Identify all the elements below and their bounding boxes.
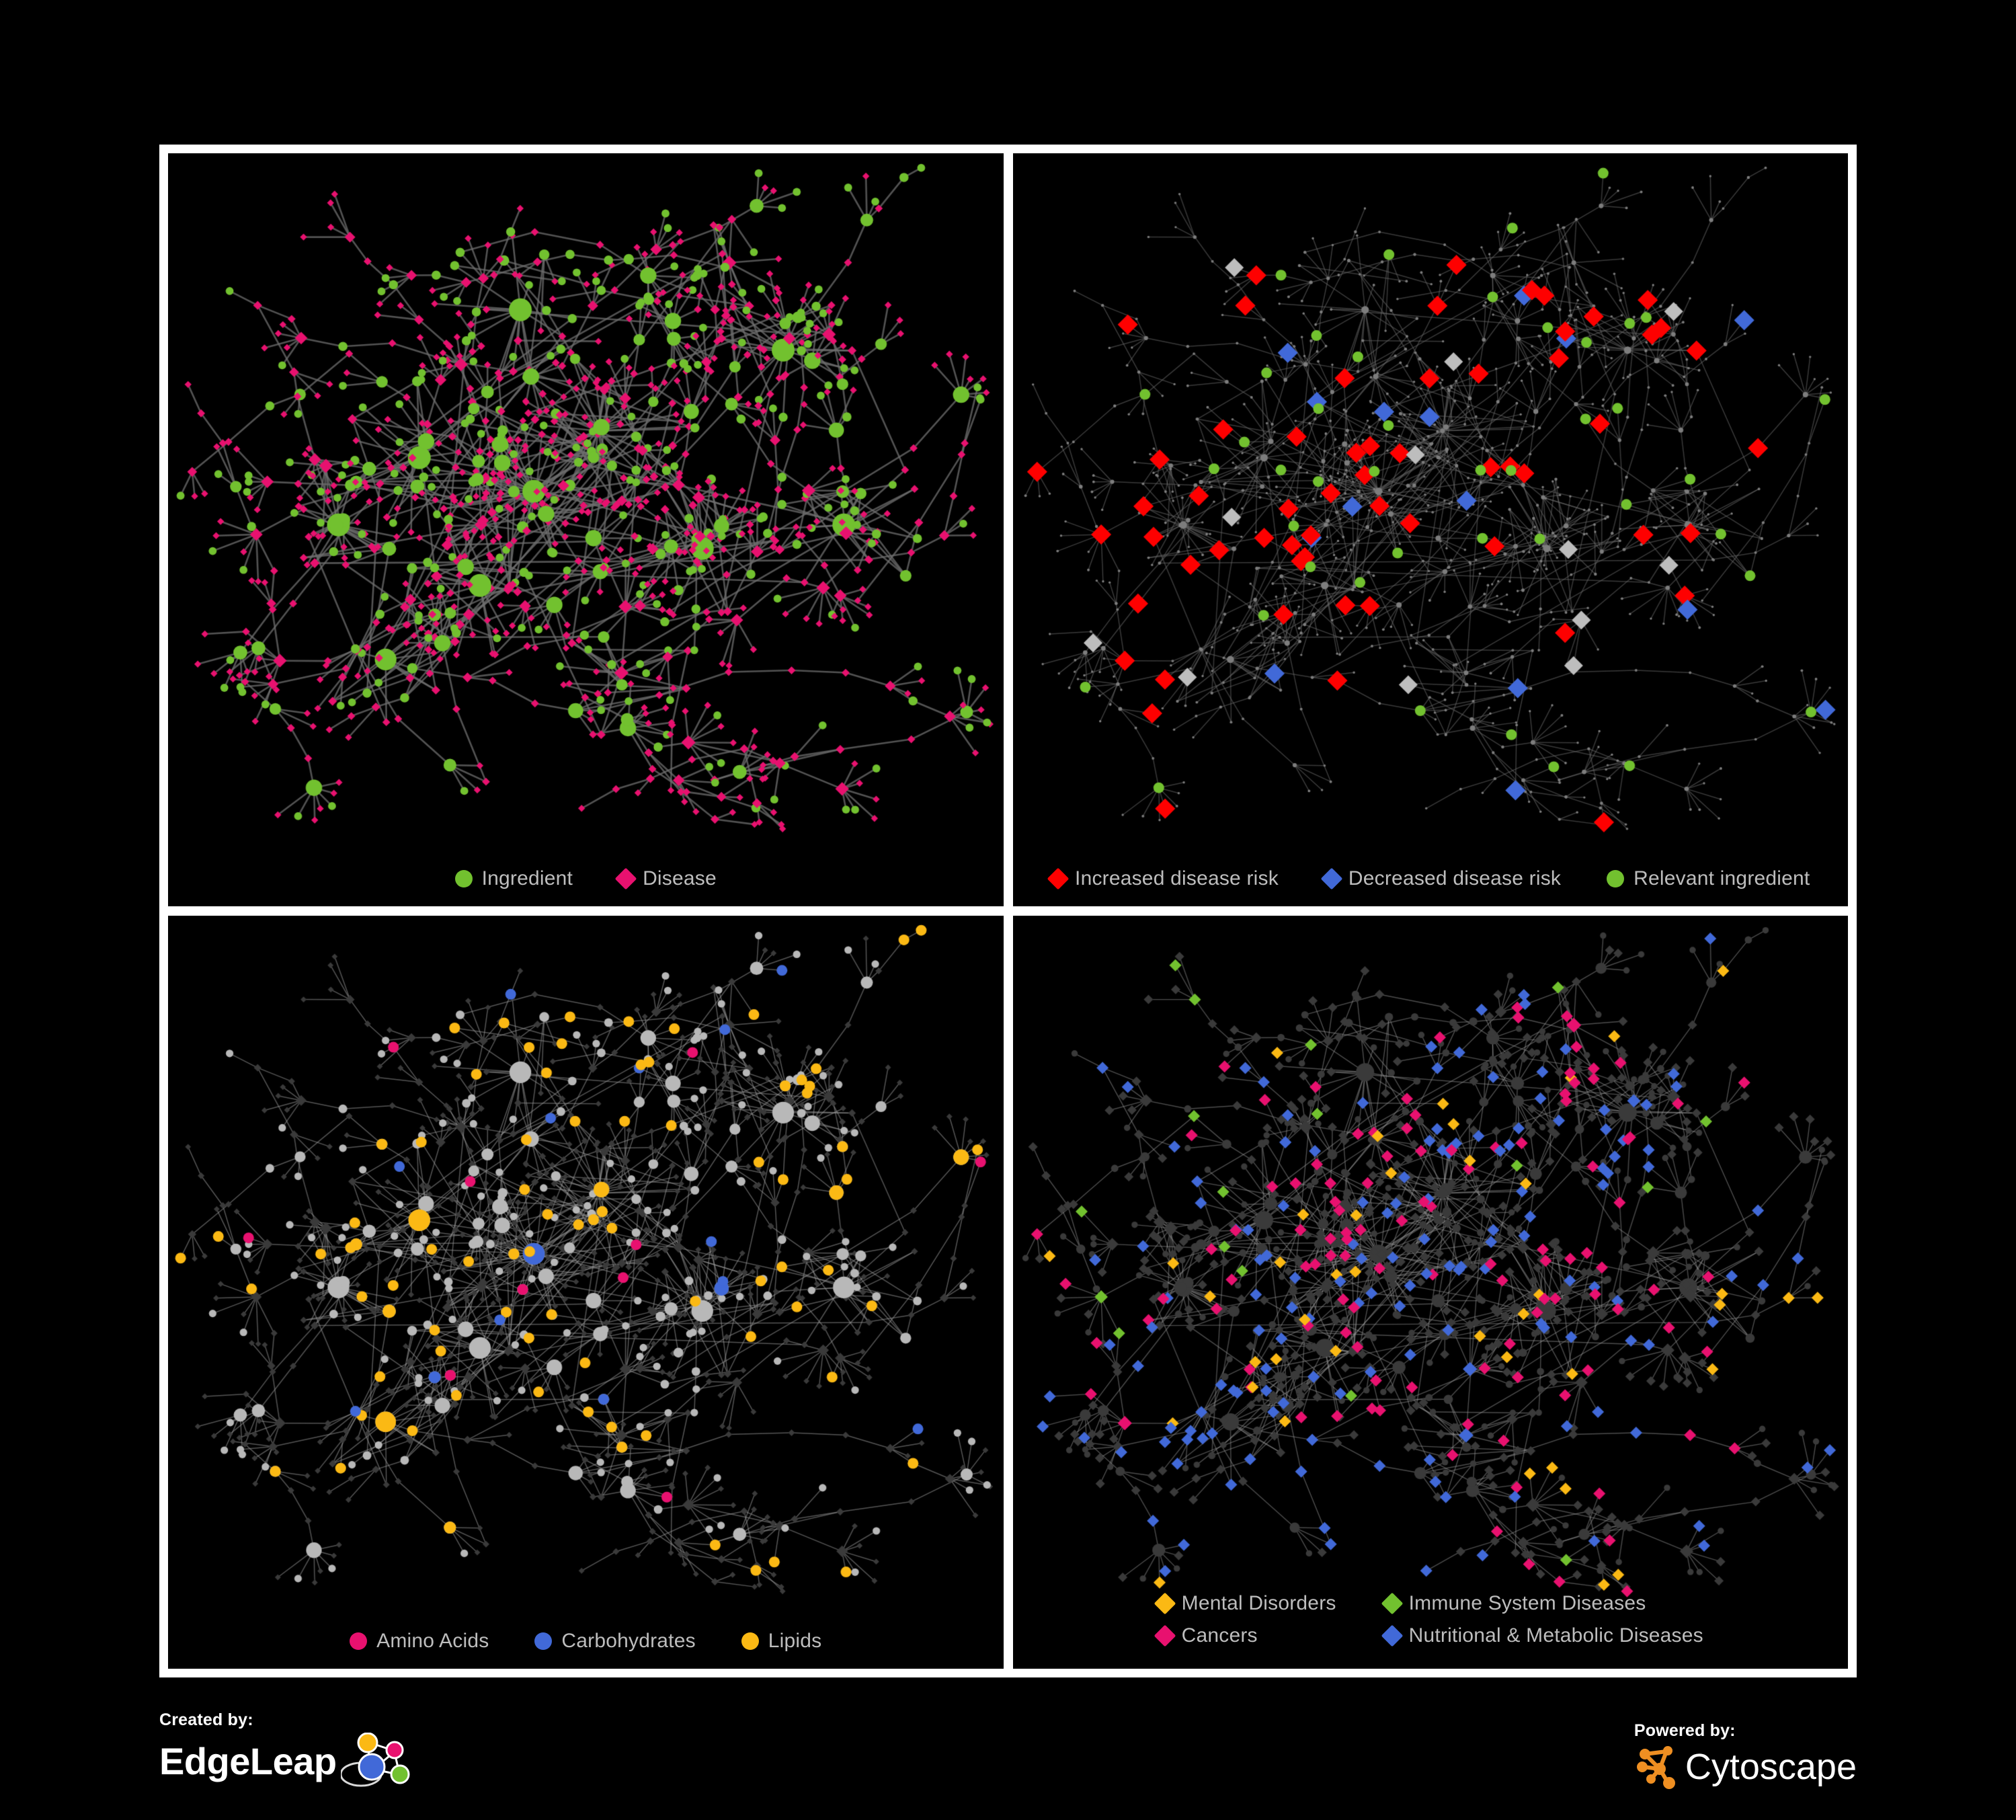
- pink-diamond-icon: [1154, 1624, 1176, 1647]
- pink-diamond-icon: [614, 867, 637, 890]
- blue-diamond-icon: [1381, 1624, 1403, 1647]
- amber-circle-icon: [741, 1632, 759, 1650]
- legend-item-label: Ingredient: [481, 867, 573, 889]
- brand-created-by: Created by: EdgeLeap: [159, 1710, 420, 1790]
- edgeleap-wordmark: EdgeLeap: [159, 1740, 337, 1782]
- network-canvas-2[interactable]: [1012, 153, 1848, 906]
- cytoscape-lockup: Cytoscape: [1634, 1743, 1857, 1790]
- legend-item[interactable]: Cancers: [1154, 1624, 1336, 1647]
- legend-item-label: Relevant ingredient: [1634, 867, 1810, 889]
- green-diamond-icon: [1381, 1592, 1403, 1615]
- blue-diamond-icon: [1320, 867, 1343, 890]
- legend-item-label: Mental Disorders: [1181, 1592, 1336, 1614]
- panel-disease-category-network[interactable]: Mental Disorders Immune System Diseases Ca…: [1012, 916, 1849, 1669]
- legend-item[interactable]: Lipids: [741, 1631, 822, 1651]
- legend-item[interactable]: Amino Acids: [350, 1631, 489, 1651]
- legend-item-label: Disease: [643, 867, 717, 889]
- legend-item-label: Nutritional & Metabolic Diseases: [1408, 1624, 1703, 1647]
- legend-item[interactable]: Disease: [614, 867, 717, 890]
- legend-item[interactable]: Relevant ingredient: [1607, 869, 1810, 889]
- legend-item[interactable]: Decreased disease risk: [1320, 867, 1562, 890]
- legend-item-label: Carbohydrates: [561, 1630, 696, 1652]
- cytoscape-wordmark: Cytoscape: [1685, 1747, 1857, 1787]
- created-by-kicker: Created by:: [159, 1710, 253, 1729]
- red-diamond-icon: [1047, 867, 1070, 890]
- pink-circle-icon: [350, 1632, 368, 1650]
- legend-panel-3: Amino Acids Carbohydrates Lipids: [168, 1631, 1004, 1651]
- edgeleap-lockup: EdgeLeap: [159, 1733, 420, 1790]
- panel-disease-risk-network[interactable]: Increased disease risk Decreased disease …: [1012, 153, 1849, 906]
- green-circle-icon: [454, 870, 473, 887]
- cytoscape-network-icon: [1636, 1746, 1675, 1789]
- legend-item-label: Amino Acids: [376, 1630, 489, 1652]
- blue-circle-icon: [534, 1632, 553, 1650]
- legend-item-label: Immune System Diseases: [1408, 1592, 1646, 1614]
- legend-item-label: Cancers: [1181, 1624, 1258, 1647]
- legend-item[interactable]: Immune System Diseases: [1381, 1592, 1703, 1615]
- legend-item[interactable]: Nutritional & Metabolic Diseases: [1381, 1624, 1703, 1647]
- panel-ingredient-class-network[interactable]: Amino Acids Carbohydrates Lipids: [168, 916, 1004, 1669]
- legend-panel-1: Ingredient Disease: [168, 867, 1004, 890]
- panel-grid: Ingredient Disease Increased disease risk…: [159, 145, 1857, 1677]
- edgeleap-node-cluster-icon: [340, 1733, 410, 1787]
- network-canvas-1[interactable]: [168, 153, 1004, 906]
- legend-item[interactable]: Carbohydrates: [534, 1630, 696, 1652]
- panel-ingredient-disease-network[interactable]: Ingredient Disease: [168, 153, 1004, 906]
- green-circle-icon: [1607, 870, 1625, 887]
- network-canvas-3[interactable]: [168, 916, 1004, 1669]
- legend-item-label: Increased disease risk: [1075, 867, 1279, 889]
- amber-diamond-icon: [1154, 1592, 1176, 1615]
- powered-by-kicker: Powered by:: [1634, 1721, 1736, 1740]
- legend-panel-2: Increased disease risk Decreased disease …: [1013, 867, 1849, 890]
- brand-powered-by: Powered by:: [1634, 1721, 1857, 1790]
- legend-panel-4: Mental Disorders Immune System Diseases Ca…: [1013, 1592, 1849, 1647]
- network-canvas-4[interactable]: [1012, 916, 1848, 1669]
- legend-item[interactable]: Ingredient: [454, 867, 573, 889]
- legend-item[interactable]: Increased disease risk: [1047, 867, 1279, 890]
- legend-item-label: Decreased disease risk: [1348, 867, 1562, 889]
- legend-item-label: Lipids: [768, 1630, 822, 1652]
- legend-item[interactable]: Mental Disorders: [1154, 1592, 1336, 1615]
